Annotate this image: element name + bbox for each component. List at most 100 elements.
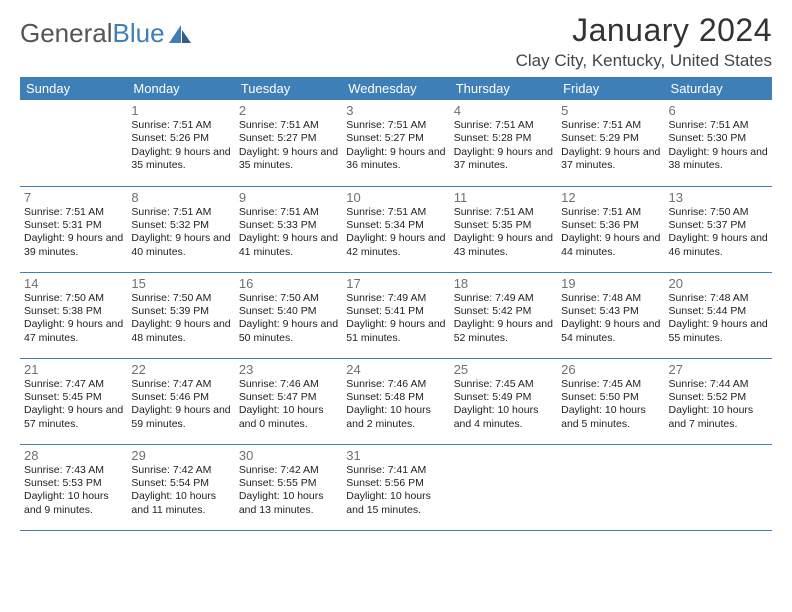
daylight-line: Daylight: 9 hours and 57 minutes. — [24, 404, 123, 431]
calendar-row: 21Sunrise: 7:47 AMSunset: 5:45 PMDayligh… — [20, 358, 772, 444]
sunrise-line: Sunrise: 7:51 AM — [669, 119, 768, 132]
calendar-row: 7Sunrise: 7:51 AMSunset: 5:31 PMDaylight… — [20, 186, 772, 272]
daylight-line: Daylight: 9 hours and 59 minutes. — [131, 404, 230, 431]
day-number: 21 — [24, 362, 123, 377]
day-number: 11 — [454, 190, 553, 205]
daylight-line: Daylight: 9 hours and 46 minutes. — [669, 232, 768, 259]
day-number: 31 — [346, 448, 445, 463]
calendar-cell: 11Sunrise: 7:51 AMSunset: 5:35 PMDayligh… — [450, 186, 557, 272]
sunset-line: Sunset: 5:44 PM — [669, 305, 768, 318]
day-number: 29 — [131, 448, 230, 463]
calendar-cell: 12Sunrise: 7:51 AMSunset: 5:36 PMDayligh… — [557, 186, 664, 272]
calendar-cell: 7Sunrise: 7:51 AMSunset: 5:31 PMDaylight… — [20, 186, 127, 272]
logo-sail-icon — [167, 23, 193, 45]
daylight-line: Daylight: 10 hours and 7 minutes. — [669, 404, 768, 431]
daylight-line: Daylight: 9 hours and 54 minutes. — [561, 318, 660, 345]
calendar-cell — [450, 444, 557, 530]
sunrise-line: Sunrise: 7:51 AM — [24, 206, 123, 219]
day-number: 10 — [346, 190, 445, 205]
calendar-cell: 22Sunrise: 7:47 AMSunset: 5:46 PMDayligh… — [127, 358, 234, 444]
daylight-line: Daylight: 9 hours and 50 minutes. — [239, 318, 338, 345]
calendar-cell: 20Sunrise: 7:48 AMSunset: 5:44 PMDayligh… — [665, 272, 772, 358]
sunset-line: Sunset: 5:53 PM — [24, 477, 123, 490]
day-number: 7 — [24, 190, 123, 205]
logo-text-b: Blue — [113, 18, 165, 49]
sunset-line: Sunset: 5:32 PM — [131, 219, 230, 232]
day-number: 8 — [131, 190, 230, 205]
sunrise-line: Sunrise: 7:43 AM — [24, 464, 123, 477]
calendar-cell: 1Sunrise: 7:51 AMSunset: 5:26 PMDaylight… — [127, 100, 234, 186]
day-number: 3 — [346, 103, 445, 118]
daylight-line: Daylight: 9 hours and 47 minutes. — [24, 318, 123, 345]
sunrise-line: Sunrise: 7:47 AM — [24, 378, 123, 391]
sunrise-line: Sunrise: 7:50 AM — [669, 206, 768, 219]
sunrise-line: Sunrise: 7:49 AM — [454, 292, 553, 305]
day-number: 15 — [131, 276, 230, 291]
daylight-line: Daylight: 10 hours and 4 minutes. — [454, 404, 553, 431]
sunrise-line: Sunrise: 7:46 AM — [346, 378, 445, 391]
day-number: 30 — [239, 448, 338, 463]
day-number: 13 — [669, 190, 768, 205]
day-number: 23 — [239, 362, 338, 377]
calendar-cell: 25Sunrise: 7:45 AMSunset: 5:49 PMDayligh… — [450, 358, 557, 444]
page-title: January 2024 — [516, 12, 772, 49]
weekday-header: Friday — [557, 77, 664, 100]
sunset-line: Sunset: 5:36 PM — [561, 219, 660, 232]
calendar-cell: 3Sunrise: 7:51 AMSunset: 5:27 PMDaylight… — [342, 100, 449, 186]
sunrise-line: Sunrise: 7:45 AM — [454, 378, 553, 391]
calendar-cell: 28Sunrise: 7:43 AMSunset: 5:53 PMDayligh… — [20, 444, 127, 530]
daylight-line: Daylight: 10 hours and 2 minutes. — [346, 404, 445, 431]
sunrise-line: Sunrise: 7:41 AM — [346, 464, 445, 477]
sunrise-line: Sunrise: 7:44 AM — [669, 378, 768, 391]
calendar-cell: 8Sunrise: 7:51 AMSunset: 5:32 PMDaylight… — [127, 186, 234, 272]
sunrise-line: Sunrise: 7:50 AM — [24, 292, 123, 305]
sunset-line: Sunset: 5:33 PM — [239, 219, 338, 232]
day-number: 12 — [561, 190, 660, 205]
calendar-cell — [557, 444, 664, 530]
daylight-line: Daylight: 9 hours and 37 minutes. — [561, 146, 660, 173]
calendar-cell: 17Sunrise: 7:49 AMSunset: 5:41 PMDayligh… — [342, 272, 449, 358]
daylight-line: Daylight: 9 hours and 43 minutes. — [454, 232, 553, 259]
day-number: 14 — [24, 276, 123, 291]
sunset-line: Sunset: 5:26 PM — [131, 132, 230, 145]
day-number: 20 — [669, 276, 768, 291]
calendar-cell: 4Sunrise: 7:51 AMSunset: 5:28 PMDaylight… — [450, 100, 557, 186]
daylight-line: Daylight: 9 hours and 48 minutes. — [131, 318, 230, 345]
day-number: 6 — [669, 103, 768, 118]
sunset-line: Sunset: 5:54 PM — [131, 477, 230, 490]
sunset-line: Sunset: 5:31 PM — [24, 219, 123, 232]
sunrise-line: Sunrise: 7:48 AM — [561, 292, 660, 305]
sunset-line: Sunset: 5:52 PM — [669, 391, 768, 404]
sunset-line: Sunset: 5:41 PM — [346, 305, 445, 318]
calendar-cell: 27Sunrise: 7:44 AMSunset: 5:52 PMDayligh… — [665, 358, 772, 444]
sunrise-line: Sunrise: 7:51 AM — [561, 119, 660, 132]
sunrise-line: Sunrise: 7:42 AM — [239, 464, 338, 477]
calendar-cell: 10Sunrise: 7:51 AMSunset: 5:34 PMDayligh… — [342, 186, 449, 272]
daylight-line: Daylight: 9 hours and 37 minutes. — [454, 146, 553, 173]
daylight-line: Daylight: 10 hours and 5 minutes. — [561, 404, 660, 431]
sunset-line: Sunset: 5:46 PM — [131, 391, 230, 404]
sunrise-line: Sunrise: 7:51 AM — [239, 206, 338, 219]
daylight-line: Daylight: 10 hours and 11 minutes. — [131, 490, 230, 517]
calendar-cell: 9Sunrise: 7:51 AMSunset: 5:33 PMDaylight… — [235, 186, 342, 272]
sunrise-line: Sunrise: 7:46 AM — [239, 378, 338, 391]
calendar-cell: 31Sunrise: 7:41 AMSunset: 5:56 PMDayligh… — [342, 444, 449, 530]
day-number: 26 — [561, 362, 660, 377]
daylight-line: Daylight: 9 hours and 51 minutes. — [346, 318, 445, 345]
day-number: 5 — [561, 103, 660, 118]
sunrise-line: Sunrise: 7:45 AM — [561, 378, 660, 391]
daylight-line: Daylight: 9 hours and 35 minutes. — [239, 146, 338, 173]
day-number: 24 — [346, 362, 445, 377]
calendar-row: 14Sunrise: 7:50 AMSunset: 5:38 PMDayligh… — [20, 272, 772, 358]
calendar-table: SundayMondayTuesdayWednesdayThursdayFrid… — [20, 77, 772, 531]
daylight-line: Daylight: 10 hours and 15 minutes. — [346, 490, 445, 517]
sunrise-line: Sunrise: 7:42 AM — [131, 464, 230, 477]
title-block: January 2024 Clay City, Kentucky, United… — [516, 12, 772, 71]
calendar-cell — [665, 444, 772, 530]
sunrise-line: Sunrise: 7:51 AM — [131, 119, 230, 132]
day-number: 25 — [454, 362, 553, 377]
sunrise-line: Sunrise: 7:47 AM — [131, 378, 230, 391]
sunrise-line: Sunrise: 7:51 AM — [239, 119, 338, 132]
calendar-cell: 14Sunrise: 7:50 AMSunset: 5:38 PMDayligh… — [20, 272, 127, 358]
day-number: 22 — [131, 362, 230, 377]
